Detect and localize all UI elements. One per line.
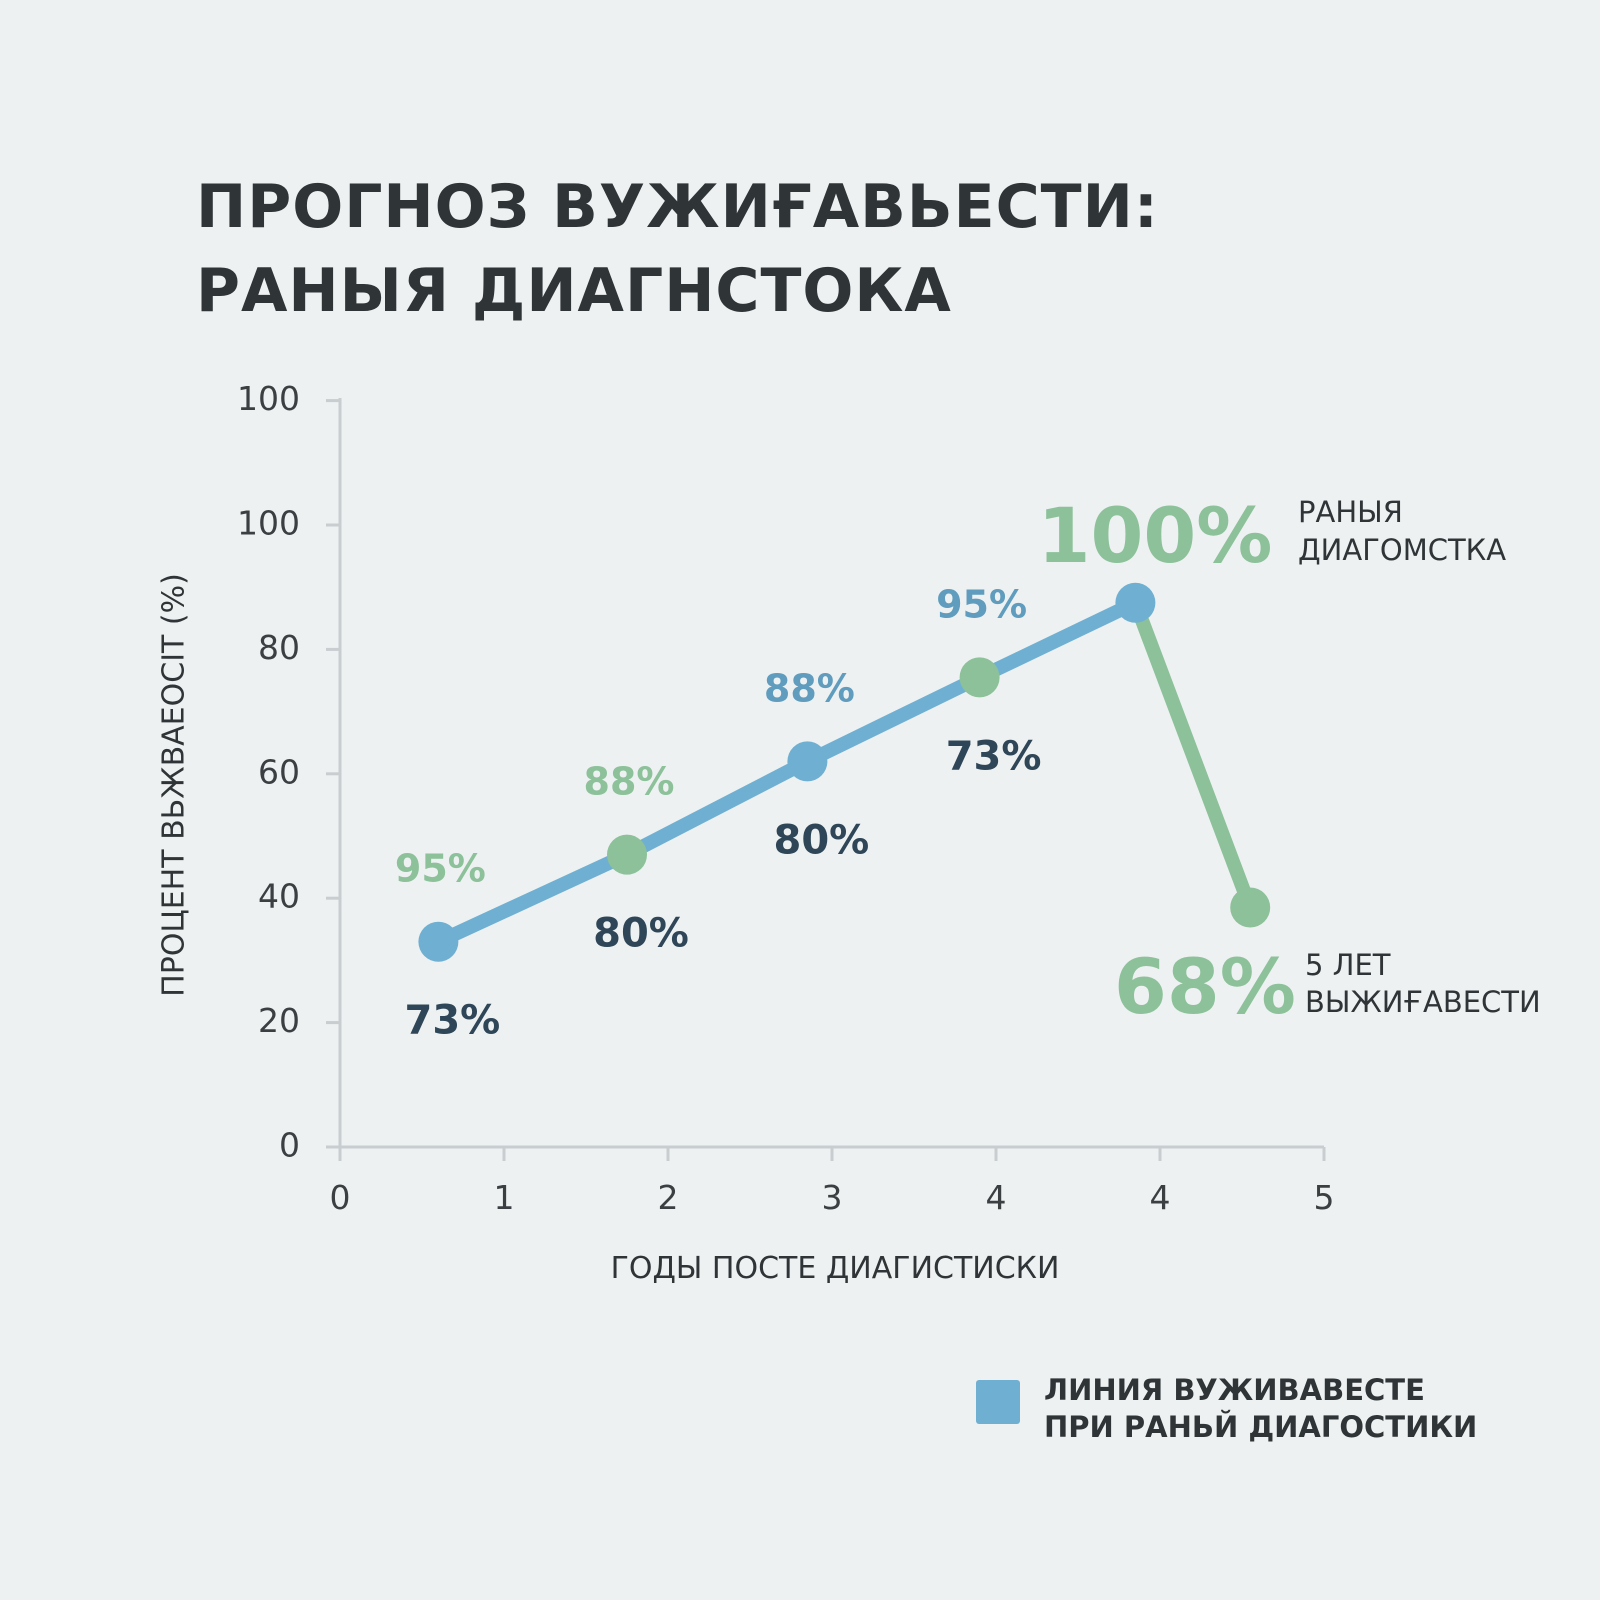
y-tick-label: 40: [258, 877, 300, 916]
y-tick-label: 20: [258, 1001, 300, 1040]
peak-value-label: 100%: [1038, 491, 1273, 580]
data-label-below: 80%: [774, 817, 870, 863]
x-tick-label: 0: [330, 1178, 351, 1217]
x-tick-label: 5: [1314, 1178, 1335, 1217]
y-tick-label: 80: [258, 628, 300, 667]
series-lines: [431, 595, 1258, 949]
data-points: [418, 582, 1271, 962]
annotations: 100% РАНЫЯ ДИАГОМСТКА 68% 5 ЛЕТ ВЫЖИҒАВЕ…: [1038, 491, 1541, 1031]
data-label-above: 88%: [584, 760, 675, 804]
y-axis-label: ПРОЦЕНТ ВЬЖВАЕОСIТ (%): [157, 573, 192, 997]
legend-label-line-1: ЛИНИЯ ВУЖИВАВЕСТЕ: [1044, 1373, 1425, 1407]
data-label-above: 95%: [395, 847, 486, 891]
peak-note-line-2: ДИАГОМСТКА: [1298, 533, 1506, 567]
legend-swatch-blue: [976, 1380, 1020, 1424]
data-label-above: 95%: [936, 582, 1027, 626]
data-point: [1115, 582, 1156, 623]
chart-axes: [326, 398, 1326, 1161]
x-tick-label: 3: [822, 1178, 843, 1217]
x-tick-label: 4: [986, 1178, 1007, 1217]
series-line-green: [1128, 595, 1258, 915]
data-label-below: 80%: [593, 911, 689, 957]
chart-title-line-2: РАНЫЯ ДИАГНСТОКА: [196, 256, 952, 326]
data-point-end: [1230, 887, 1271, 928]
data-label-below: 73%: [946, 733, 1042, 779]
peak-note-line-1: РАНЫЯ: [1298, 495, 1403, 529]
end-value-label: 68%: [1114, 942, 1296, 1031]
tick-labels: 0 20 40 60 80 100 100 0 1 2 3 4 4 5: [237, 379, 1335, 1217]
data-point: [959, 657, 1000, 698]
y-tick-label: 100: [237, 379, 300, 418]
data-point: [418, 921, 459, 962]
data-labels: 95% 73% 88% 80% 88% 80% 95% 73%: [395, 582, 1042, 1043]
legend: ЛИНИЯ ВУЖИВАВЕСТЕ ПРИ РАНЬЙ ДИАГОСТИКИ: [976, 1372, 1477, 1446]
data-point: [607, 834, 647, 875]
end-note-line-2: ВЫЖИҒАВЕСТИ: [1305, 985, 1541, 1019]
data-label-above: 88%: [764, 666, 855, 710]
y-tick-label: 60: [258, 752, 300, 791]
chart-title: ПРОГНОЗ ВУЖИҒАВЬЕСТИ: РАНЫЯ ДИАГНСТОКА: [196, 165, 1159, 333]
chart-title-line-1: ПРОГНОЗ ВУЖИҒАВЬЕСТИ:: [196, 172, 1159, 242]
data-point: [787, 741, 828, 782]
x-tick-label: 1: [494, 1178, 515, 1217]
end-note-line-1: 5 ЛЕТ: [1305, 948, 1391, 982]
y-tick-label: 0: [279, 1126, 300, 1165]
legend-label-line-2: ПРИ РАНЬЙ ДИАГОСТИКИ: [1044, 1410, 1478, 1444]
data-label-below: 73%: [405, 998, 501, 1044]
x-tick-label: 4: [1150, 1178, 1171, 1217]
y-tick-label: 100: [237, 504, 300, 543]
legend-label: ЛИНИЯ ВУЖИВАВЕСТЕ ПРИ РАНЬЙ ДИАГОСТИКИ: [1044, 1372, 1477, 1446]
x-axis-label: ГОДЫ ПОСТЕ ДИАГИСТИСКИ: [611, 1251, 1060, 1286]
x-tick-label: 2: [658, 1178, 679, 1217]
